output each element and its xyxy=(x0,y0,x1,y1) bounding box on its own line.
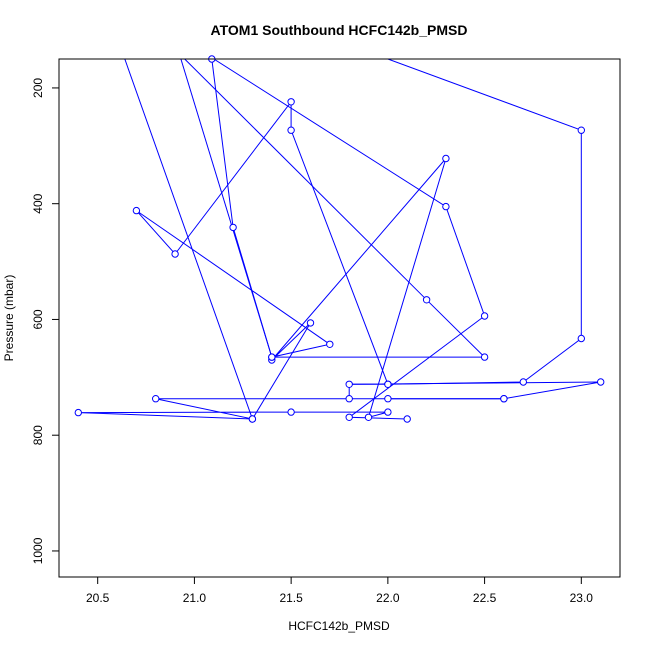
data-point xyxy=(384,380,392,388)
data-point xyxy=(229,223,237,232)
series-line-1 xyxy=(78,59,504,420)
series-line-5 xyxy=(387,59,582,385)
data-point xyxy=(442,202,450,211)
x-axis: 20.5 21.0 21.5 22.0 22.5 23.0 xyxy=(86,576,594,605)
data-point xyxy=(403,415,411,423)
x-tick-label: 21.5 xyxy=(279,591,303,605)
y-axis: 200 400 600 800 1000 xyxy=(31,78,60,564)
data-point xyxy=(364,413,373,421)
series-line-6 xyxy=(349,381,601,400)
data-point xyxy=(74,408,83,417)
series-markers xyxy=(74,55,605,423)
data-point xyxy=(577,126,585,134)
data-point xyxy=(442,154,450,163)
data-point xyxy=(519,378,527,386)
data-point xyxy=(287,408,295,416)
x-axis-label: HCFC142b_PMSD xyxy=(288,619,390,633)
data-point xyxy=(384,408,392,416)
data-point xyxy=(326,340,334,348)
series-line-3 xyxy=(180,59,273,358)
y-tick-label: 1000 xyxy=(31,537,45,564)
data-point xyxy=(152,395,160,403)
data-point xyxy=(480,312,489,320)
plot-area xyxy=(74,55,605,423)
data-point xyxy=(287,126,295,134)
data-point xyxy=(577,334,585,343)
y-tick-label: 800 xyxy=(31,425,45,445)
plot-frame xyxy=(58,58,621,578)
data-point xyxy=(268,353,276,361)
x-tick-label: 22.5 xyxy=(473,591,497,605)
data-point xyxy=(345,380,353,388)
data-point xyxy=(132,206,141,215)
data-point xyxy=(248,415,257,423)
y-tick-label: 200 xyxy=(31,78,45,98)
chart-title: ATOM1 Southbound HCFC142b_PMSD xyxy=(211,22,468,38)
data-point xyxy=(422,296,431,304)
series-line-4 xyxy=(213,59,486,420)
data-point xyxy=(306,319,315,327)
data-point xyxy=(345,413,353,421)
y-axis-label: Pressure (mbar) xyxy=(2,275,16,362)
data-point xyxy=(345,395,353,403)
data-point xyxy=(597,378,605,386)
x-tick-label: 23.0 xyxy=(570,591,594,605)
data-point xyxy=(500,395,508,403)
y-tick-label: 600 xyxy=(31,309,45,329)
data-point xyxy=(287,98,295,106)
x-tick-label: 20.5 xyxy=(86,591,110,605)
series-line-2 xyxy=(184,59,486,358)
data-point xyxy=(384,395,392,403)
x-tick-label: 22.0 xyxy=(376,591,400,605)
series-lines xyxy=(78,59,601,420)
y-tick-label: 400 xyxy=(31,193,45,213)
data-point xyxy=(171,250,179,258)
x-tick-label: 21.0 xyxy=(183,591,207,605)
data-point xyxy=(480,353,489,361)
